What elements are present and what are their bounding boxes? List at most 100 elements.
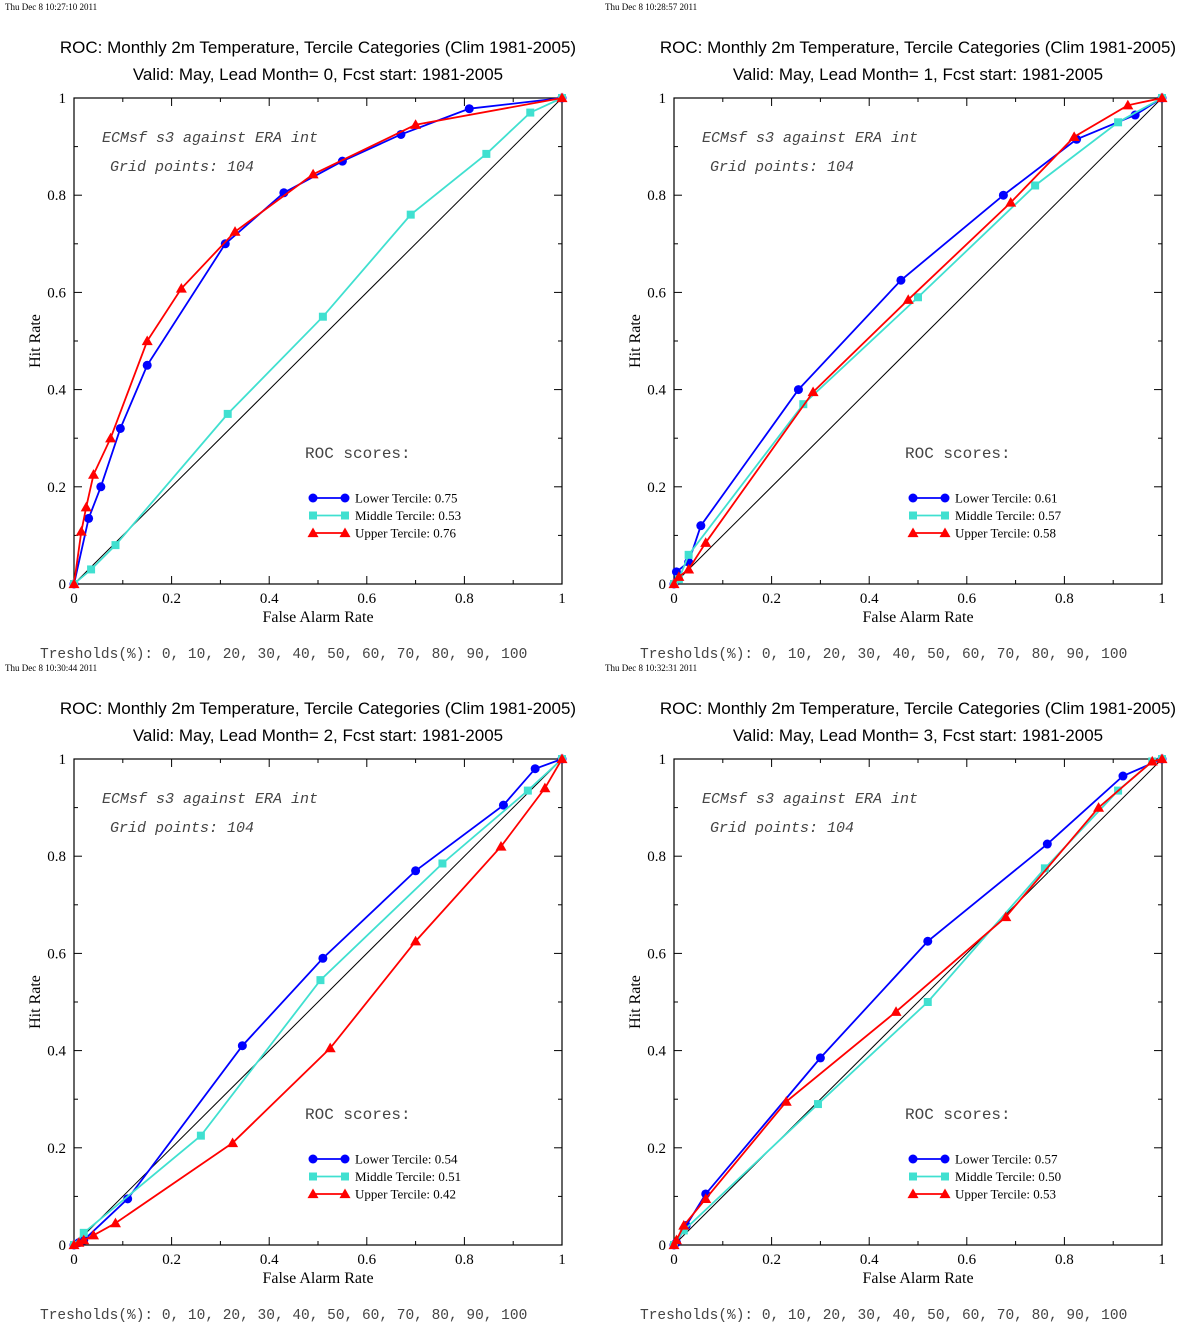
data-point: [115, 423, 125, 433]
data-point: [237, 1041, 247, 1051]
data-point: [890, 1006, 902, 1016]
data-point: [1146, 755, 1158, 766]
thresholds-note: Tresholds(%): 0, 10, 20, 30, 40, 50, 60,…: [40, 647, 527, 663]
legend-swatch-marker: [939, 1188, 951, 1199]
series-3: [668, 92, 1168, 589]
legend-swatch-marker: [308, 493, 318, 503]
annotation-model: ECMsf s3 against ERA int: [702, 791, 918, 808]
legend-label: Lower Tercile: 0.75: [355, 491, 457, 506]
roc-panel-3: Thu Dec 8 10:30:44 2011 ROC: Monthly 2m T…: [5, 663, 576, 1324]
data-point: [1130, 110, 1140, 120]
timestamp: Thu Dec 8 10:27:10 2011: [5, 2, 97, 12]
legend-item-3: Upper Tercile: 0.76: [307, 526, 457, 541]
data-point: [896, 275, 906, 285]
series-3: [68, 92, 568, 589]
data-point: [316, 976, 325, 985]
thresholds-note: Tresholds(%): 0, 10, 20, 30, 40, 50, 60,…: [640, 647, 1127, 663]
data-point: [495, 840, 507, 851]
data-point: [998, 190, 1008, 200]
y-tick-label: 1: [59, 752, 67, 768]
data-point: [141, 335, 153, 346]
legend-item-1: Lower Tercile: 0.54: [308, 1152, 458, 1167]
data-point: [923, 936, 933, 946]
data-point: [142, 360, 152, 370]
data-point: [80, 501, 92, 512]
legend-swatch-marker: [309, 1172, 317, 1181]
thresholds-note: Tresholds(%): 0, 10, 20, 30, 40, 50, 60,…: [40, 1308, 527, 1322]
x-tick-label: 0.4: [260, 591, 279, 607]
data-point: [668, 1239, 680, 1250]
x-tick-label: 0: [670, 1252, 678, 1268]
chart-title: ROC: Monthly 2m Temperature, Tercile Cat…: [60, 38, 576, 57]
chart-title: ROC: Monthly 2m Temperature, Tercile Cat…: [60, 699, 576, 718]
legend-item-3: Upper Tercile: 0.42: [307, 1187, 456, 1202]
data-point: [406, 210, 415, 219]
x-tick-label: 0.6: [957, 1252, 976, 1268]
x-tick-label: 0.6: [957, 591, 976, 607]
x-tick-label: 0.4: [260, 1252, 279, 1268]
x-tick-label: 0.8: [455, 591, 474, 607]
data-point: [1156, 753, 1168, 764]
data-point: [679, 1226, 688, 1235]
data-point: [1156, 92, 1168, 103]
data-point: [109, 1217, 121, 1228]
data-point: [318, 953, 328, 963]
timestamp: Thu Dec 8 10:32:31 2011: [605, 663, 697, 673]
data-point: [923, 998, 932, 1006]
data-point: [914, 293, 922, 302]
legend-label: Middle Tercile: 0.50: [955, 1169, 1061, 1184]
annotation-gridpoints: Grid points: 104: [710, 820, 854, 837]
legend-label: Middle Tercile: 0.51: [355, 1169, 461, 1184]
data-point: [464, 104, 474, 114]
data-point: [78, 1234, 90, 1245]
legend-item-1: Lower Tercile: 0.75: [308, 491, 457, 506]
legend-swatch-marker: [341, 1172, 349, 1181]
series-line: [673, 97, 1163, 585]
data-point: [902, 294, 914, 304]
legend-title: ROC scores:: [905, 445, 1011, 463]
thresholds-note: Tresholds(%): 0, 10, 20, 30, 40, 50, 60,…: [640, 1308, 1127, 1322]
y-tick-label: 0.8: [47, 188, 66, 204]
roc-panel-1: Thu Dec 8 10:27:10 2011 ROC: Monthly 2m T…: [5, 2, 576, 663]
data-point: [696, 521, 706, 531]
chart-subtitle: Valid: May, Lead Month= 3, Fcst start: 1…: [733, 726, 1103, 745]
data-point: [324, 1042, 336, 1053]
x-axis-label: False Alarm Rate: [262, 1270, 373, 1287]
data-point: [684, 550, 693, 559]
data-point: [670, 1234, 682, 1245]
y-tick-label: 0.2: [647, 480, 666, 496]
data-point: [229, 226, 241, 236]
y-axis-label: Hit Rate: [27, 975, 44, 1029]
legend-swatch-marker: [308, 1154, 318, 1164]
legend-label: Lower Tercile: 0.57: [955, 1152, 1058, 1167]
y-tick-label: 1: [659, 91, 667, 107]
legend-item-2: Middle Tercile: 0.50: [909, 1169, 1061, 1184]
data-point: [307, 168, 319, 179]
data-point: [220, 239, 230, 249]
x-tick-label: 0.2: [162, 1252, 181, 1268]
y-tick-label: 0.2: [47, 480, 66, 496]
data-point: [79, 1228, 88, 1237]
data-point: [539, 782, 551, 793]
y-tick-label: 0: [59, 577, 67, 593]
legend-swatch-marker: [339, 1188, 351, 1199]
chart-title: ROC: Monthly 2m Temperature, Tercile Cat…: [660, 699, 1176, 718]
y-tick-label: 0.8: [647, 188, 666, 204]
legend-item-2: Middle Tercile: 0.53: [309, 508, 461, 523]
data-point: [438, 859, 447, 868]
data-point: [68, 1239, 80, 1250]
y-tick-label: 0.6: [647, 946, 666, 962]
data-point: [668, 578, 680, 589]
data-point: [813, 1100, 822, 1109]
roc-panel-2: Thu Dec 8 10:28:57 2011 ROC: Monthly 2m T…: [605, 2, 1176, 663]
annotation-model: ECMsf s3 against ERA int: [102, 791, 318, 808]
legend-label: Upper Tercile: 0.58: [955, 526, 1056, 541]
y-tick-label: 0.2: [647, 1141, 666, 1157]
data-point: [73, 1237, 85, 1247]
data-point: [793, 385, 803, 395]
data-point: [411, 866, 421, 876]
y-tick-label: 1: [59, 91, 67, 107]
x-tick-label: 0.4: [860, 591, 879, 607]
data-point: [318, 312, 327, 321]
